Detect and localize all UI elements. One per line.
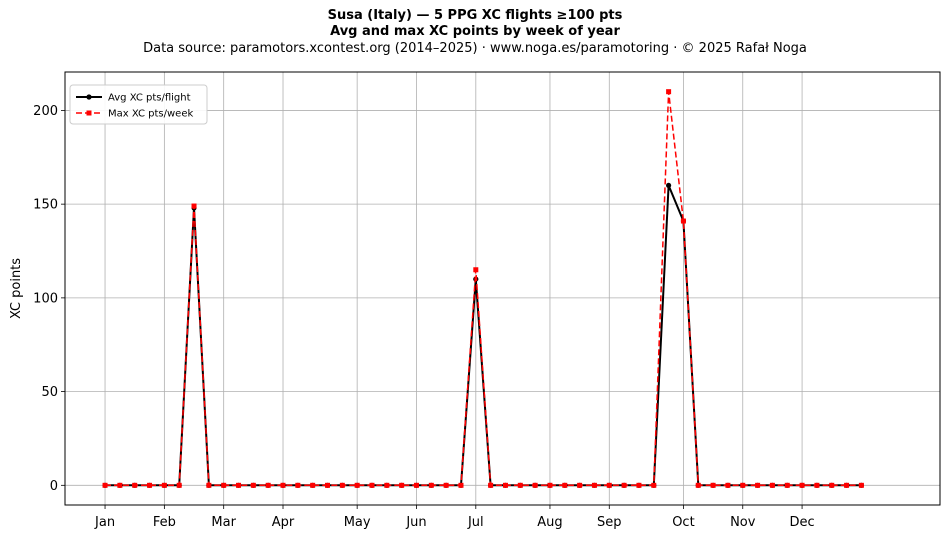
data-point-max (147, 482, 153, 488)
data-point-max (829, 482, 835, 488)
series-line-2 (105, 90, 862, 487)
y-tick-label: 50 (41, 385, 58, 400)
data-point-max (354, 482, 360, 488)
data-point-max (280, 482, 286, 488)
chart-subtitle: Avg and max XC points by week of year (330, 24, 620, 39)
x-tick-label: Mar (211, 515, 236, 530)
legend-label: Max XC pts/week (108, 109, 193, 120)
data-point-max (621, 482, 627, 488)
x-tick-label: May (344, 515, 371, 530)
data-point-max (547, 482, 553, 488)
data-point-max (755, 482, 761, 488)
data-point-max (369, 482, 375, 488)
x-axis: Jan Feb Mar Apr May Jun Jul Aug Sep Oct Nov Dec (94, 505, 815, 530)
data-point-max (443, 482, 449, 488)
legend-swatch-marker (86, 110, 92, 116)
data-point-max (176, 482, 182, 488)
data-point-max (399, 482, 405, 488)
x-tick-label: Jun (405, 515, 426, 530)
data-point-max (117, 482, 123, 488)
data-point-avg (666, 182, 672, 189)
data-point-max (310, 482, 316, 488)
data-point-max (325, 482, 330, 488)
grid-lines (65, 72, 940, 505)
chart-source: Data source: paramotors.xcontest.org (20… (143, 41, 807, 56)
data-point-max (591, 482, 597, 488)
data-point-max (769, 482, 775, 488)
data-point-max (473, 267, 479, 273)
data-point-max (562, 482, 568, 488)
data-point-max (858, 482, 864, 488)
legend-swatch-marker (86, 94, 92, 100)
data-point-max (236, 482, 242, 488)
x-tick-label: Jul (467, 515, 484, 530)
legend-box (69, 84, 208, 125)
data-point-max (458, 482, 464, 488)
data-point-max (606, 482, 612, 488)
y-tick-label: 200 (33, 104, 58, 119)
data-point-max (221, 482, 227, 488)
data-point-max (532, 482, 538, 488)
x-tick-label: Aug (537, 515, 562, 530)
legend: Avg XC pts/flight Max XC pts/week (69, 84, 208, 125)
data-point-max (844, 482, 850, 488)
data-point-max (725, 482, 731, 488)
data-point-max (814, 482, 820, 488)
y-tick-label: 150 (33, 198, 58, 213)
data-point-max (265, 482, 271, 488)
x-tick-label: Jan (94, 515, 115, 530)
data-point-max (102, 482, 108, 488)
data-point-max (250, 482, 256, 488)
x-tick-label: Feb (153, 515, 176, 530)
y-tick-label: 100 (33, 291, 58, 306)
data-point-max (710, 482, 716, 488)
data-point-max (784, 482, 790, 488)
data-point-max (680, 218, 686, 224)
y-axis: 0 50 100 150 200 (33, 104, 65, 494)
data-point-max (384, 482, 390, 488)
data-point-max (191, 203, 197, 209)
x-tick-label: Dec (789, 515, 814, 530)
data-point-max (132, 482, 138, 488)
x-tick-label: Apr (272, 515, 295, 530)
y-tick-label: 0 (50, 479, 58, 494)
data-point-max (206, 482, 212, 488)
data-point-max (651, 482, 657, 488)
plot-frame (64, 71, 941, 506)
data-point-max (339, 482, 345, 488)
x-tick-label: Nov (730, 515, 756, 530)
data-point-max (428, 482, 434, 488)
data-point-max (488, 482, 494, 488)
data-point-max (517, 482, 523, 488)
data-point-max (740, 482, 746, 488)
legend-label: Avg XC pts/flight (108, 93, 191, 104)
chart-titles: Susa (Italy) — 5 PPG XC flights ≥100 pts… (0, 8, 950, 58)
chart-title: Susa (Italy) — 5 PPG XC flights ≥100 pts (327, 8, 623, 23)
data-point-max (502, 482, 508, 488)
data-point-max (161, 482, 167, 488)
series-line-1 (105, 184, 862, 487)
x-tick-label: Sep (597, 515, 622, 530)
data-point-max (695, 482, 701, 488)
data-point-max (295, 482, 301, 488)
data-point-max (413, 482, 419, 488)
data-point-max (666, 89, 672, 95)
y-axis-label: XC points (9, 258, 24, 319)
data-point-max (577, 482, 583, 488)
x-tick-label: Oct (672, 515, 694, 530)
data-point-max (636, 482, 642, 488)
series-group (102, 89, 864, 488)
data-point-max (799, 482, 805, 488)
